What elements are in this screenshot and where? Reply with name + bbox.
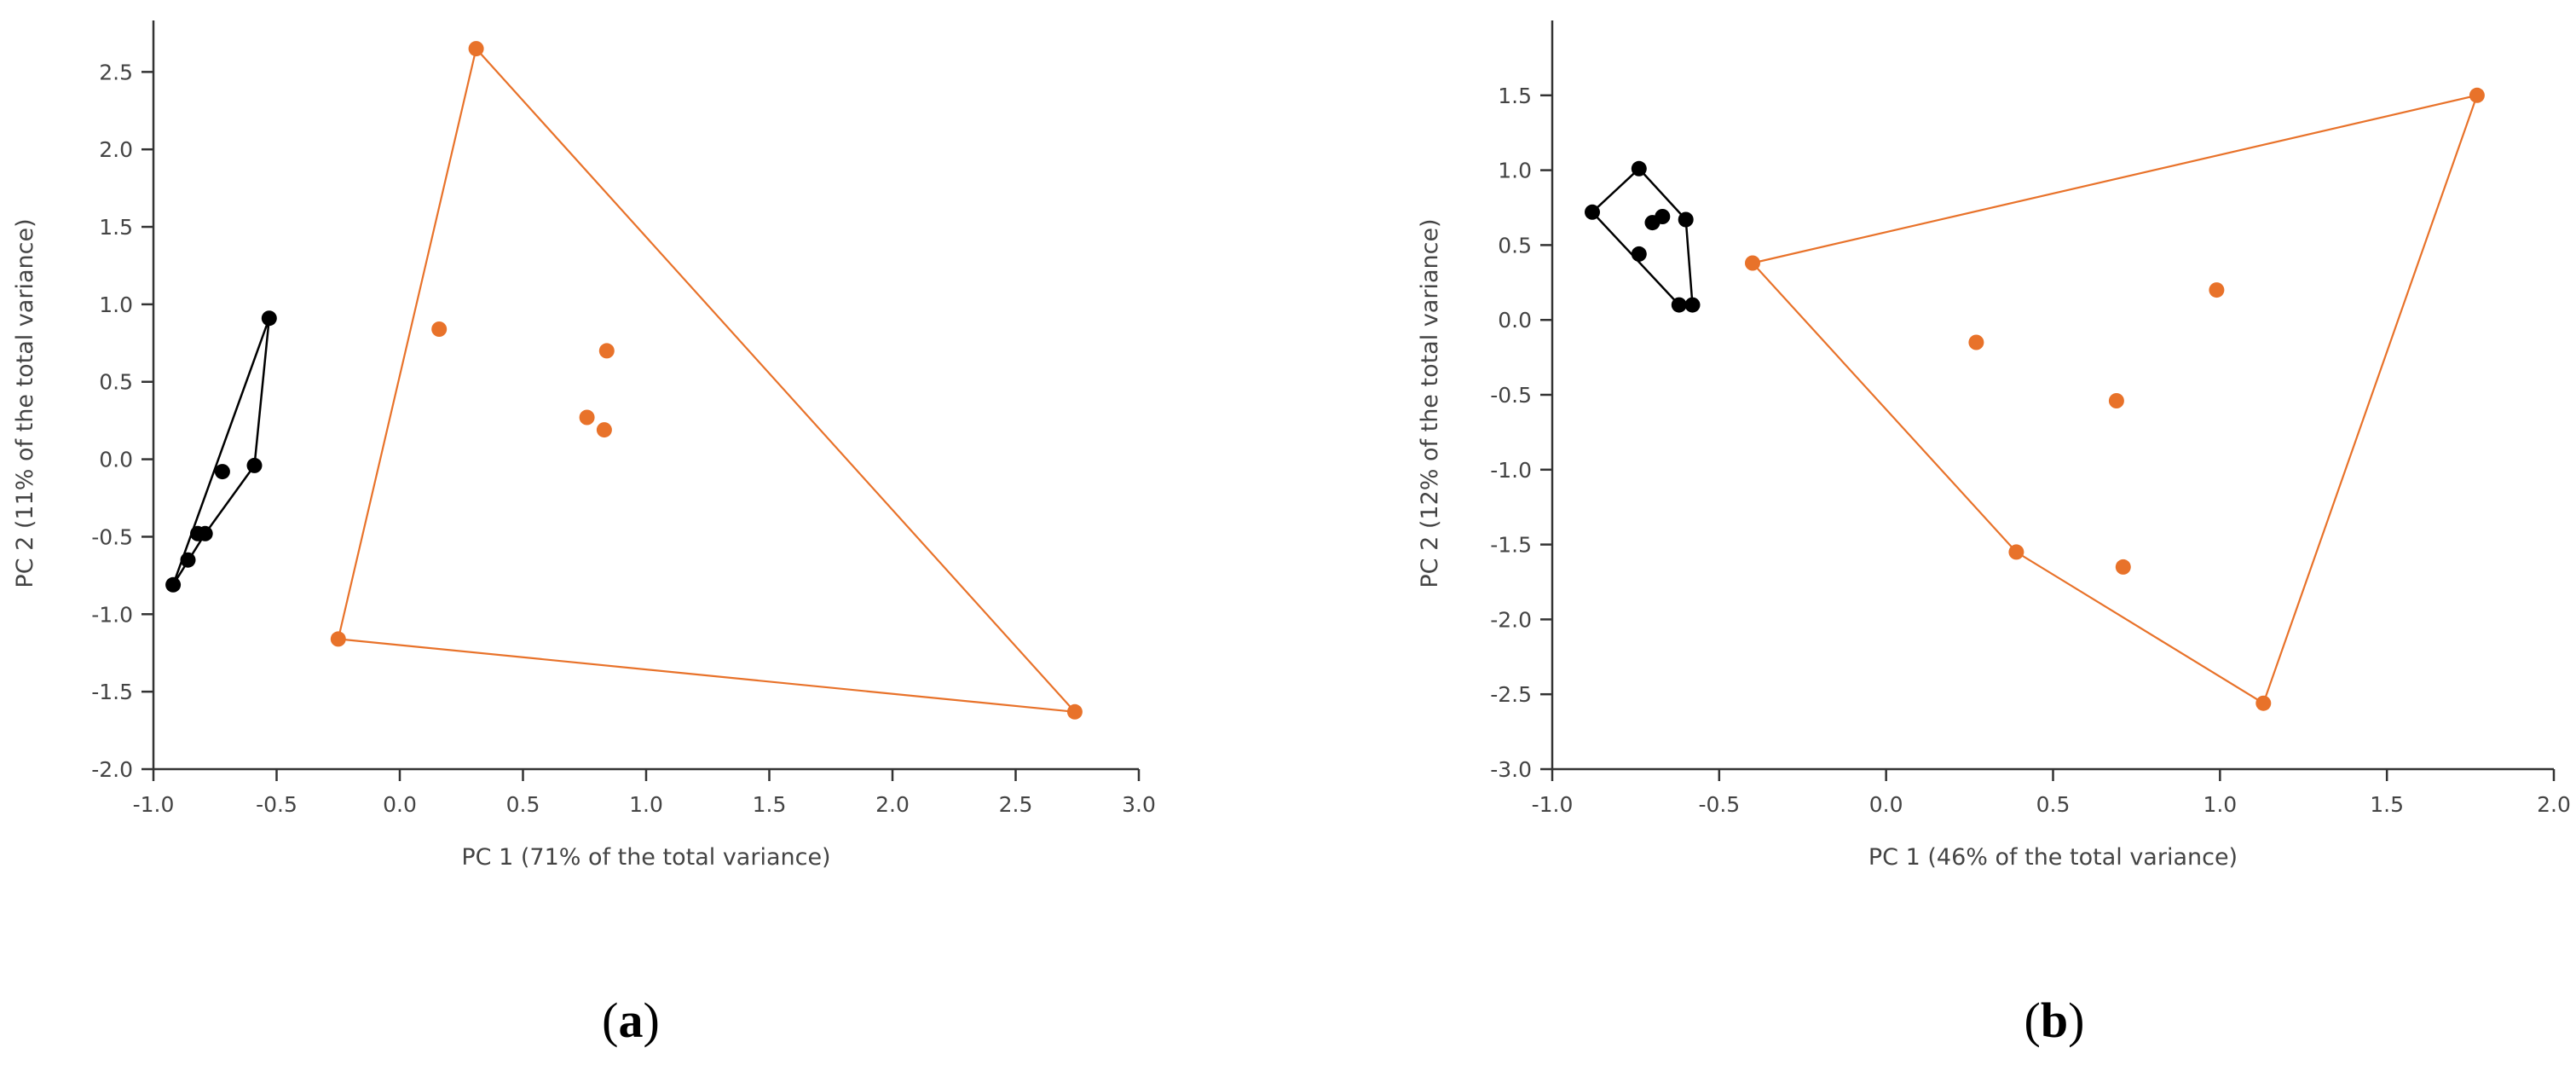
y-axis-title: PC 2 (11% of the total variance)	[12, 218, 38, 588]
x-tick-label: 1.5	[753, 792, 787, 817]
y-tick-label: -1.5	[1490, 533, 1532, 558]
y-tick-label: 2.0	[99, 137, 133, 162]
y-tick-label: -1.0	[1490, 458, 1532, 483]
group-black-point	[1684, 297, 1701, 313]
group-orange-point	[2008, 544, 2024, 560]
group-orange-point	[1745, 255, 1760, 271]
y-tick-label: 0.5	[1498, 233, 1532, 258]
x-tick-label: 3.0	[1122, 792, 1156, 817]
group-black-point	[1631, 160, 1647, 177]
panel-label: (b)	[2024, 993, 2085, 1048]
group-orange-point	[1968, 334, 1984, 350]
y-tick-label: -1.5	[91, 680, 133, 704]
x-tick-label: 1.0	[2203, 792, 2237, 817]
group-black-point	[261, 310, 277, 327]
x-tick-label: 1.5	[2370, 792, 2404, 817]
y-tick-label: 1.5	[1498, 84, 1532, 108]
group-orange-point	[2209, 282, 2225, 298]
y-tick-label: 2.5	[99, 60, 133, 84]
group-orange-point	[2469, 87, 2485, 103]
group-black-point	[214, 464, 230, 480]
x-tick-label: 0.0	[1869, 792, 1903, 817]
y-tick-label: 0.0	[1498, 308, 1532, 333]
group-orange-point	[579, 409, 595, 426]
group-orange-point	[468, 41, 484, 57]
group-orange-point	[598, 343, 615, 359]
group-orange-point	[330, 631, 346, 647]
panel-label: (a)	[602, 993, 660, 1048]
group-orange-point	[2108, 393, 2124, 408]
x-tick-label: 0.5	[2036, 792, 2071, 817]
x-tick-label: 2.0	[875, 792, 910, 817]
group-black-point	[1631, 246, 1647, 262]
x-tick-label: -1.0	[133, 792, 175, 817]
group-orange-point	[1066, 703, 1083, 720]
x-tick-label: -0.5	[256, 792, 297, 817]
group-orange-point	[596, 422, 612, 438]
group-black-point	[1671, 297, 1687, 313]
y-tick-label: -2.5	[1490, 682, 1532, 707]
x-tick-label: 2.5	[999, 792, 1033, 817]
group-black-point	[1585, 204, 1600, 220]
panel-b-chart: -1.0 -0.5 0.0 0.5 1.0 1.5 2.0 -3.0 -2.5 -2.0 -1.5 -…	[1417, 20, 2571, 1048]
y-tick-label: 0.5	[99, 370, 133, 395]
group-black-hull	[171, 317, 271, 586]
group-orange-point	[431, 321, 448, 337]
group-orange-hull	[337, 46, 1077, 714]
x-tick-label: 0.5	[506, 792, 540, 817]
y-tick-label: -3.0	[1490, 757, 1532, 782]
y-tick-label: 0.0	[99, 448, 133, 472]
y-tick-label: -0.5	[91, 524, 133, 549]
panel-a-chart: -1.0 -0.5 0.0 0.5 1.0 1.5 2.0 2.5 3.0 -2.0 -1.5 -1.…	[12, 20, 1156, 1048]
group-black-point	[197, 525, 213, 541]
y-axis-title: PC 2 (12% of the total variance)	[1417, 218, 1443, 588]
x-tick-label: 0.0	[383, 792, 417, 817]
x-tick-label: 1.0	[629, 792, 663, 817]
group-black-point	[1655, 209, 1671, 224]
x-axis-title: PC 1 (71% of the total variance)	[461, 844, 830, 871]
y-tick-label: 1.0	[1498, 159, 1532, 183]
group-black-point	[246, 457, 263, 473]
x-tick-label: 2.0	[2537, 792, 2571, 817]
group-orange-point	[2115, 559, 2131, 575]
y-tick-label: -2.0	[91, 757, 133, 782]
group-orange-point	[2255, 695, 2272, 711]
y-tick-label: 1.5	[99, 215, 133, 240]
y-tick-label: -1.0	[91, 602, 133, 627]
group-black-point	[165, 576, 182, 593]
y-tick-label: 1.0	[99, 292, 133, 317]
group-black-hull	[1591, 167, 1694, 306]
x-tick-label: -1.0	[1532, 792, 1574, 817]
x-axis-title: PC 1 (46% of the total variance)	[1868, 844, 2238, 871]
y-tick-label: -2.0	[1490, 607, 1532, 632]
group-black-point	[180, 552, 196, 568]
y-tick-label: -0.5	[1490, 383, 1532, 408]
group-black-point	[1678, 211, 1694, 228]
x-tick-label: -0.5	[1698, 792, 1740, 817]
